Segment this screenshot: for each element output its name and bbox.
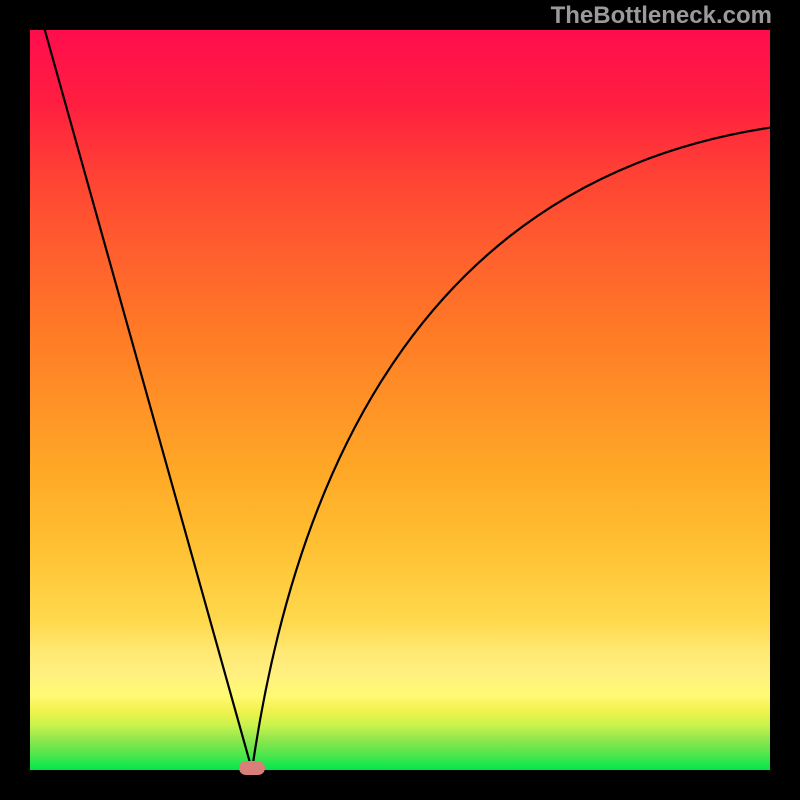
watermark-text: TheBottleneck.com bbox=[551, 2, 772, 30]
plot-area bbox=[30, 30, 770, 770]
vertex-marker bbox=[239, 761, 265, 775]
bottleneck-curve bbox=[45, 30, 770, 770]
curve-svg bbox=[30, 30, 770, 770]
